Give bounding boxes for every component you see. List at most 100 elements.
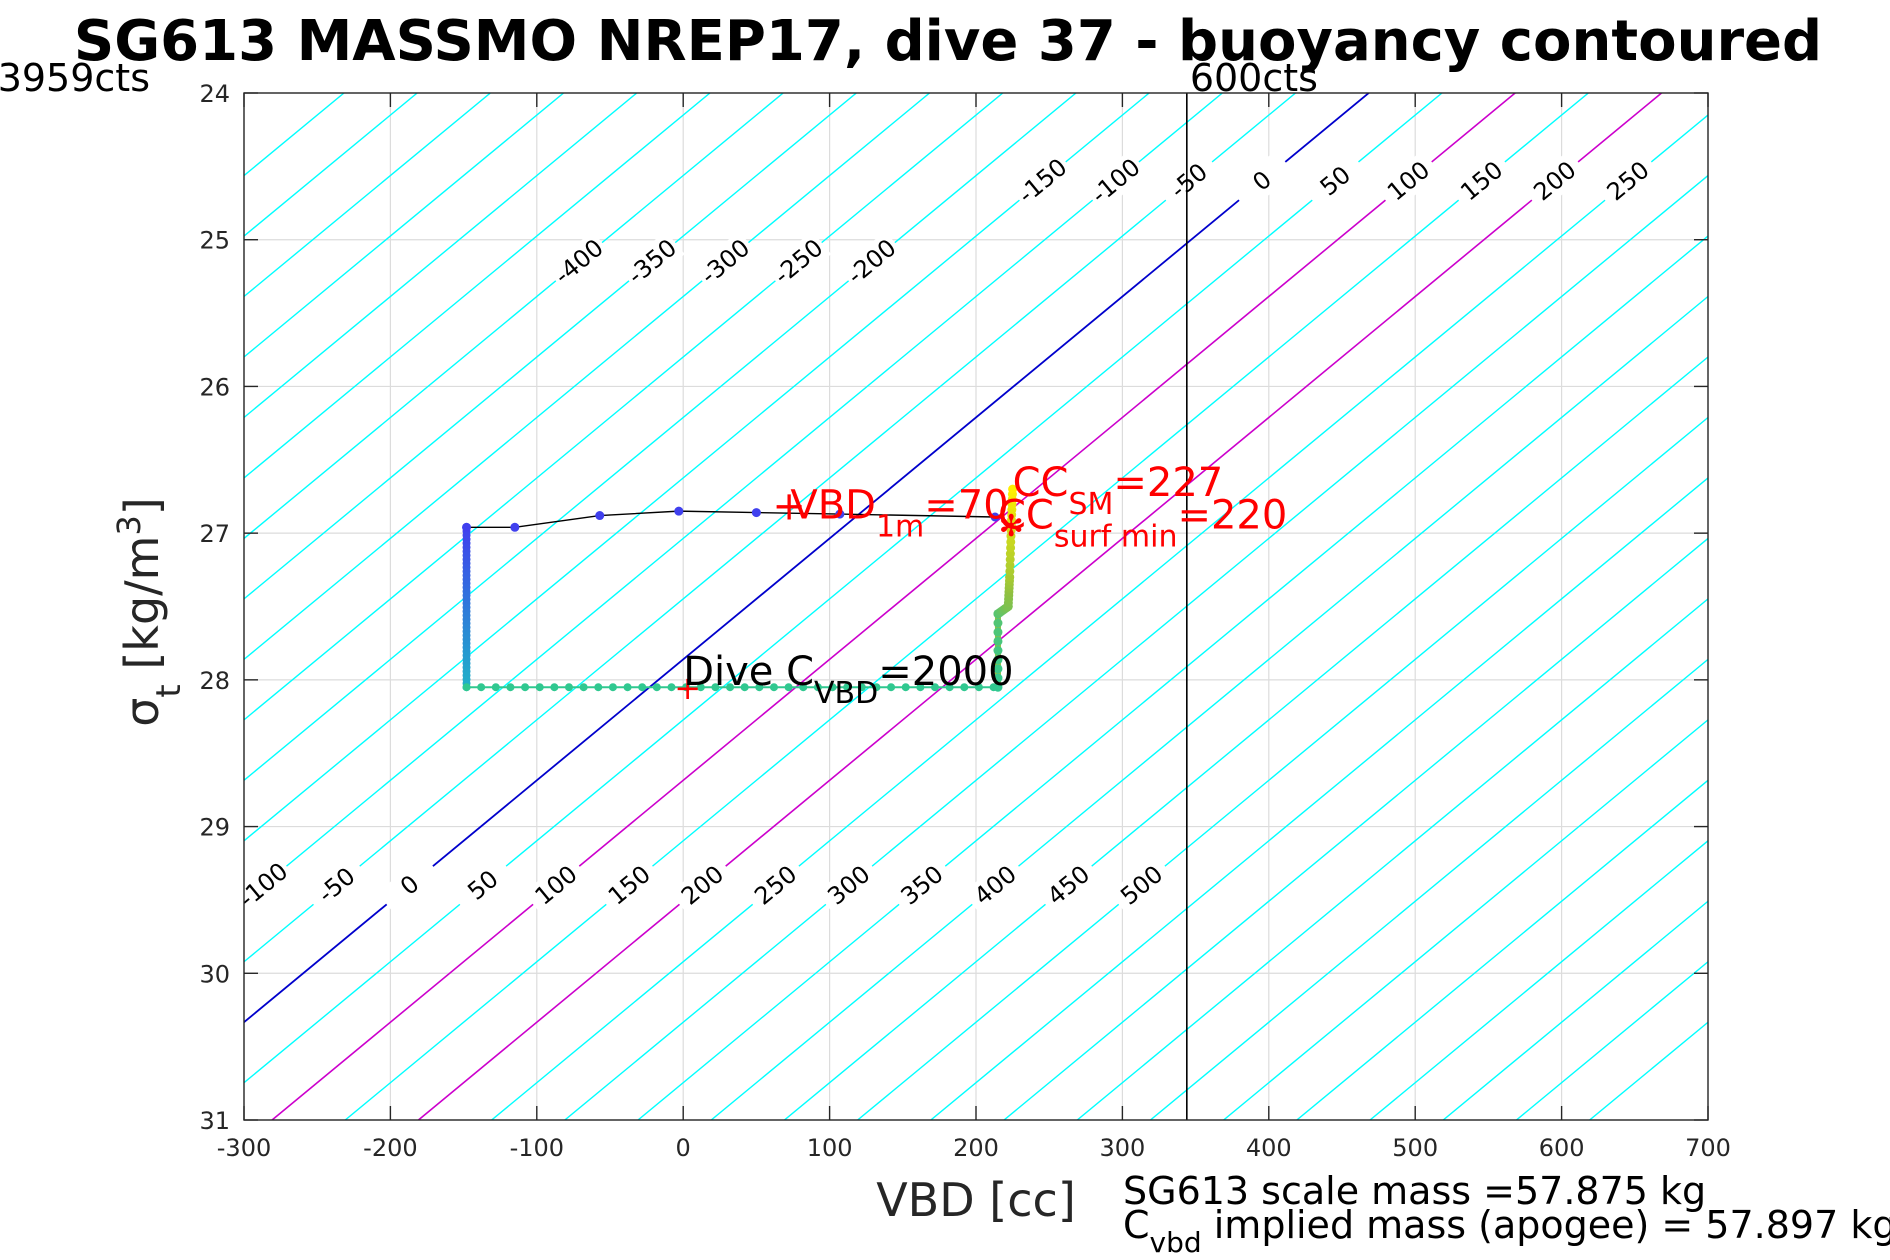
contour-line: [1295, 779, 1708, 1120]
scale-mass-text: SG613 scale mass =57.875 kg: [1123, 1169, 1706, 1213]
trace-point: [491, 683, 500, 692]
contour-label-bg: [1083, 150, 1149, 212]
ccsurf-label-main: CC: [998, 492, 1054, 538]
y-axis-label: σt [kg/m3]: [110, 497, 189, 727]
trace-point: [974, 683, 983, 692]
contour-label-bg: [1522, 150, 1588, 212]
vbd1m-label-sub: 1m: [876, 510, 924, 545]
trace-point: [674, 506, 684, 516]
contour-line: [244, 93, 858, 600]
x-tick-label: -100: [510, 1134, 564, 1162]
contour-line: [1368, 839, 1708, 1120]
contour-label-bg: [303, 854, 370, 916]
trace-point: [887, 683, 896, 692]
trace-point: [638, 683, 647, 692]
trace-point: [799, 683, 808, 692]
contour-label-bg: [1449, 150, 1515, 212]
x-tick-label: 500: [1392, 1134, 1438, 1162]
contour-label-bg: [230, 854, 297, 916]
implied-mass-sub: vbd: [1150, 1226, 1202, 1259]
trace-point: [579, 683, 588, 692]
contour-line: [244, 93, 712, 479]
contour-line: [244, 93, 492, 298]
contour-line: [270, 93, 1517, 1120]
trace-point: [595, 511, 605, 521]
trace: [462, 484, 1018, 692]
trace-point: [652, 683, 661, 692]
ccsurf-label: CCsurf min=220: [998, 492, 1287, 554]
trace-point: [993, 655, 1003, 665]
ccsm-label-main: CC: [1013, 460, 1069, 506]
trace-point: [506, 683, 515, 692]
y-tick-label: 24: [199, 80, 230, 108]
contour-label-bg: [619, 231, 685, 293]
contour-line: [929, 477, 1708, 1120]
x-tick-label: 400: [1246, 1134, 1292, 1162]
divec-label-sub: VBD: [814, 676, 878, 711]
contour-line: [244, 93, 1297, 963]
x-tick-label: 700: [1685, 1134, 1731, 1162]
trace-point: [696, 683, 705, 692]
x-tick-label: 200: [953, 1134, 999, 1162]
contour-label-bg: [816, 854, 882, 916]
trace-point: [477, 683, 486, 692]
trace-point: [784, 683, 793, 692]
contour-line: [244, 93, 1004, 721]
contour-label-bg: [596, 854, 663, 916]
contour-label-bg: [377, 854, 443, 916]
contour-label-bg: [1009, 150, 1076, 212]
ccsm-label-value: =227: [1113, 460, 1223, 506]
contour-line: [1515, 960, 1708, 1120]
contour-label-bg: [1109, 854, 1175, 916]
contour-line: [244, 93, 1224, 903]
contour-line: [244, 93, 565, 358]
contour-label-bg: [546, 231, 612, 293]
contour-line: [344, 93, 1590, 1120]
contour-label-bg: [1302, 150, 1369, 212]
contour-label-group: 0: [1229, 150, 1295, 212]
trace-point: [993, 618, 1003, 628]
trace-point: [931, 683, 940, 692]
corner-label: 3959cts: [0, 56, 150, 100]
trace-point: [565, 683, 574, 692]
contour-label-bg: [450, 854, 516, 916]
trace-point: [960, 683, 969, 692]
contour-label-bg: [889, 854, 955, 916]
trace-point: [521, 683, 530, 692]
y-tick-label: 27: [199, 520, 230, 548]
contour-line: [710, 295, 1708, 1120]
y-tick-label: 28: [199, 667, 230, 695]
chart-title: SG613 MASSMO NREP17, dive 37 - buoyancy …: [74, 9, 1822, 74]
trace-point: [916, 683, 925, 692]
vbd1m-label-main: VBD: [790, 483, 876, 529]
trace-point: [550, 683, 559, 692]
contour-label-bg: [1035, 854, 1102, 916]
trace-point: [901, 683, 910, 692]
contour-line: [1002, 537, 1708, 1120]
trace-point: [535, 683, 544, 692]
vbd1m-label-value: =70: [924, 483, 1008, 529]
contour-label-group: 0: [377, 854, 443, 916]
trace-point: [835, 509, 845, 519]
trace-point: [726, 683, 735, 692]
contour-label-bg: [962, 854, 1029, 916]
contour-label-group: -250: [765, 231, 832, 293]
ccsm-label-sub: SM: [1068, 487, 1113, 522]
contour-label-bg: [523, 854, 589, 916]
divec-marker: +: [674, 669, 701, 707]
contour-line: [783, 356, 1708, 1120]
contour-line: [244, 93, 1078, 782]
trace-point: [769, 683, 778, 692]
contour-line: [1149, 658, 1708, 1120]
trace-point: [828, 683, 837, 692]
ccsm-marker: ✻: [999, 509, 1024, 544]
implied-mass-text: Cvbd implied mass (apogee) = 57.897 kg: [1123, 1203, 1890, 1259]
trace-point: [993, 673, 1003, 683]
x-tick-label: -200: [363, 1134, 417, 1162]
trace-point: [857, 683, 866, 692]
y-axis-label-sym: σ: [115, 698, 169, 727]
tick-marks: [243, 92, 1709, 1121]
contour-line: [856, 416, 1708, 1120]
contour-label-bg: [1375, 150, 1442, 212]
